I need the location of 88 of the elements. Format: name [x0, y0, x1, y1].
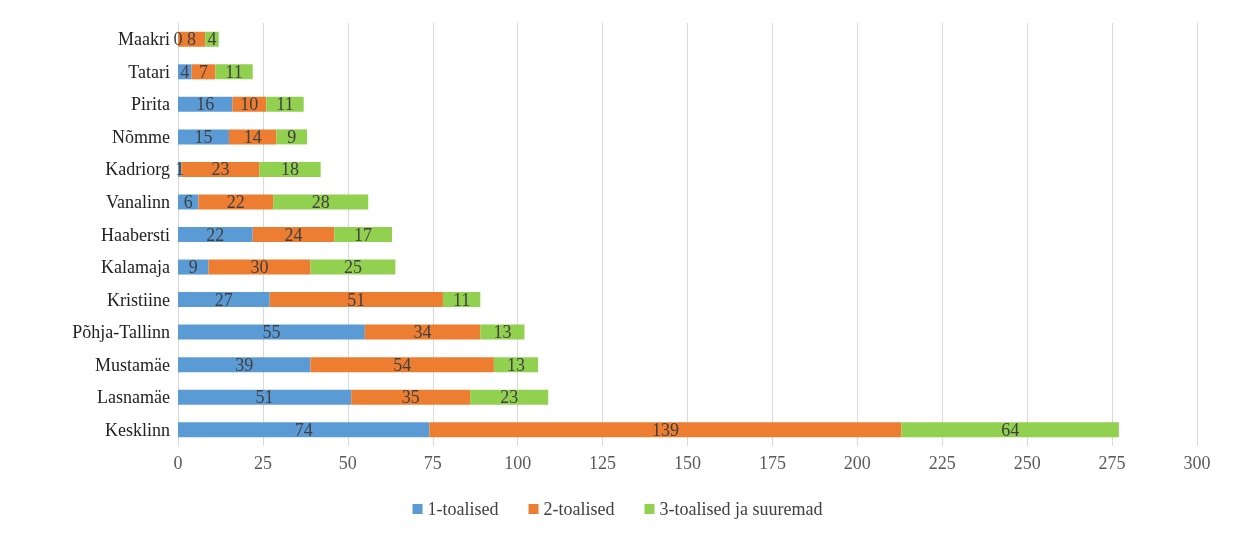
- bar: [178, 389, 352, 405]
- data-label: 11: [452, 289, 471, 310]
- data-label: 4: [180, 61, 190, 82]
- data-label: 13: [493, 322, 512, 343]
- data-label: 15: [194, 126, 213, 147]
- bar: [178, 422, 430, 438]
- bar: [334, 227, 392, 242]
- x-tick-label: 25: [253, 453, 272, 473]
- y-tick-label: Maakri: [118, 29, 170, 50]
- data-label: 22: [206, 224, 225, 245]
- x-tick-label: 300: [1183, 453, 1211, 473]
- data-label: 139: [651, 419, 679, 440]
- data-label: 30: [250, 257, 269, 278]
- x-tick-label: 225: [928, 453, 956, 473]
- data-label: 35: [401, 387, 420, 408]
- data-label: 9: [287, 126, 297, 147]
- x-tick-label: 0: [173, 453, 183, 473]
- bar: [178, 357, 311, 373]
- data-label: 11: [225, 61, 243, 82]
- bar: [364, 324, 481, 340]
- data-label: 64: [1001, 419, 1020, 440]
- data-label: 23: [500, 387, 519, 408]
- y-tick-label: Kalamaja: [101, 257, 170, 278]
- x-tick-label: 275: [1098, 453, 1126, 473]
- y-tick-label: Tatari: [128, 61, 170, 82]
- y-tick-label: Lasnamäe: [97, 387, 170, 408]
- y-tick-label: Mustamäe: [95, 354, 171, 375]
- y-tick-label: Põhja-Tallinn: [72, 322, 170, 343]
- data-label: 51: [255, 387, 274, 408]
- data-label: 16: [196, 94, 215, 115]
- data-label: 0: [173, 29, 183, 50]
- legend-label: 2-toalised: [543, 499, 615, 519]
- data-label: 11: [276, 94, 294, 115]
- bar: [470, 389, 549, 405]
- x-tick-label: 175: [758, 453, 786, 473]
- bar: [252, 227, 335, 242]
- bar: [310, 259, 396, 275]
- y-tick-label: Pirita: [131, 94, 171, 115]
- y-tick-label: Kesklinn: [105, 419, 170, 440]
- data-label: 18: [281, 159, 300, 180]
- data-label: 51: [347, 289, 366, 310]
- x-tick-label: 125: [589, 453, 617, 473]
- y-tick-label: Kadriorg: [105, 159, 170, 180]
- data-label: 7: [198, 61, 208, 82]
- bar: [198, 194, 274, 210]
- data-label: 9: [188, 257, 198, 278]
- x-tick-label: 200: [843, 453, 871, 473]
- data-label: 10: [240, 94, 259, 115]
- data-label: 13: [506, 354, 525, 375]
- data-label: 4: [207, 29, 217, 50]
- y-tick-label: Nõmme: [112, 126, 170, 147]
- bar: [269, 292, 443, 308]
- data-label: 39: [235, 354, 254, 375]
- data-label: 17: [354, 224, 373, 245]
- data-label: 1: [175, 159, 185, 180]
- bar: [181, 161, 260, 177]
- bar: [901, 422, 1119, 438]
- bar: [208, 259, 311, 275]
- legend-label: 1-toalised: [427, 499, 499, 519]
- bar: [178, 292, 270, 308]
- bar: [310, 357, 494, 373]
- data-label: 54: [393, 354, 412, 375]
- data-label: 14: [243, 126, 262, 147]
- data-label: 28: [311, 191, 330, 212]
- data-label: 55: [262, 322, 281, 343]
- x-tick-label: 100: [504, 453, 532, 473]
- x-tick-label: 50: [338, 453, 357, 473]
- y-tick-label: Haabersti: [101, 224, 170, 245]
- data-label: 34: [413, 322, 432, 343]
- bar: [429, 422, 902, 438]
- data-label: 23: [211, 159, 230, 180]
- bar: [178, 324, 365, 340]
- x-tick-label: 75: [423, 453, 442, 473]
- data-label: 25: [343, 257, 362, 278]
- data-label: 8: [187, 29, 197, 50]
- bar: [351, 389, 471, 405]
- data-label: 22: [226, 191, 245, 212]
- data-label: 6: [183, 191, 193, 212]
- y-tick-label: Vanalinn: [106, 191, 170, 212]
- legend-label: 3-toalised ja suuremad: [659, 499, 823, 519]
- data-label: 27: [214, 289, 233, 310]
- y-tick-label: Kristiine: [107, 289, 170, 310]
- x-tick-label: 250: [1013, 453, 1041, 473]
- bar: [273, 194, 369, 210]
- data-label: 74: [294, 419, 313, 440]
- x-tick-label: 150: [674, 453, 701, 473]
- data-label: 24: [284, 224, 303, 245]
- bar: [178, 227, 253, 242]
